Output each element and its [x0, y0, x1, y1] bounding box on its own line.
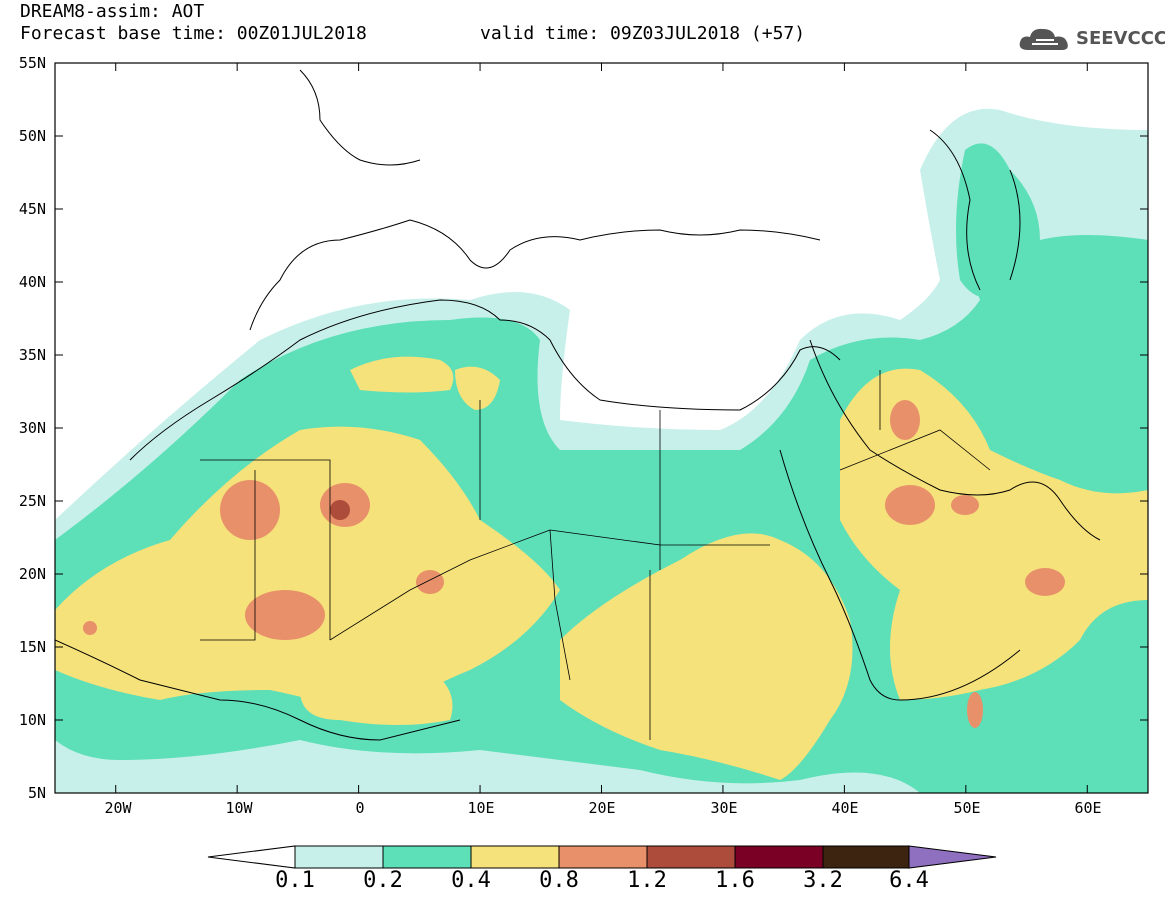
- lon-label: 10E: [467, 799, 495, 817]
- colorbar-bin-1.2: [646, 845, 736, 869]
- map-title: DREAM8-assim: AOT: [20, 1, 205, 22]
- logo-text: SEEVCCC: [1076, 28, 1165, 49]
- lat-label: 15N: [18, 638, 46, 656]
- colorbar-label: 1.6: [715, 868, 755, 893]
- colorbar-bin-1.6: [734, 845, 824, 869]
- aot-field: [55, 69, 1148, 793]
- forecast-base-time: Forecast base time: 00Z01JUL2018: [20, 23, 367, 44]
- lon-label: 30E: [710, 799, 738, 817]
- aot-contour-0.4-sudan: [560, 533, 853, 780]
- aot-contour-0.4-niger: [300, 667, 453, 725]
- colorbar-low-arrow: [207, 845, 296, 869]
- colorbar-bin-3.2: [822, 845, 910, 869]
- aot-contour-0.8-h: [967, 692, 983, 728]
- lat-label: 45N: [18, 200, 46, 218]
- aot-contour-0.8-a: [220, 480, 280, 540]
- colorbar-label: 1.2: [627, 868, 667, 893]
- aot-contour-0.8-c: [245, 590, 325, 640]
- aot-contour-0.4-tunisia: [455, 366, 500, 410]
- colorbar-label: 0.1: [275, 868, 315, 893]
- lon-label: 20E: [588, 799, 616, 817]
- borders: [200, 370, 991, 740]
- axis-ticks: [55, 62, 1148, 794]
- aot-contour-caspian: [956, 143, 1020, 298]
- aot-contour-0.8-e: [885, 485, 935, 525]
- lat-label: 5N: [27, 784, 46, 802]
- colorbar-bin-0.4: [470, 845, 560, 869]
- aot-contour-0.8-i: [83, 621, 97, 635]
- colorbar: [207, 845, 997, 869]
- aot-contour-0.4-arabia: [840, 368, 1148, 700]
- valid-time: valid time: 09Z03JUL2018 (+57): [480, 23, 806, 44]
- aot-contour-0.8-d: [416, 570, 444, 594]
- colorbar-label: 0.2: [363, 868, 403, 893]
- lon-label: 0: [355, 799, 365, 817]
- colorbar-bin-0.8: [558, 845, 648, 869]
- colorbar-bin-0.1: [294, 845, 384, 869]
- aot-contour-0.4-west: [55, 426, 560, 720]
- lat-label: 25N: [18, 492, 46, 510]
- cloud-icon: [1019, 28, 1068, 50]
- lat-label: 55N: [18, 54, 46, 72]
- seevccc-logo: SEEVCCC: [1018, 24, 1165, 54]
- lon-label: 10W: [225, 799, 253, 817]
- lon-label: 50E: [953, 799, 981, 817]
- colorbar-label: 0.4: [451, 868, 491, 893]
- lat-label: 20N: [18, 565, 46, 583]
- aot-contour-0.8-g: [1025, 568, 1065, 596]
- lat-label: 50N: [18, 127, 46, 145]
- colorbar-bin-0.2: [382, 845, 472, 869]
- colorbar-high-arrow: [908, 845, 997, 869]
- aot-contour-0.4-north: [350, 356, 454, 393]
- colorbar-label: 6.4: [889, 868, 929, 893]
- lat-label: 40N: [18, 273, 46, 291]
- colorbar-label: 3.2: [803, 868, 843, 893]
- lat-label: 10N: [18, 711, 46, 729]
- lon-label: 40E: [831, 799, 859, 817]
- lon-label: 20W: [104, 799, 132, 817]
- lon-label: 60E: [1074, 799, 1102, 817]
- aot-contour-1.2: [330, 500, 350, 520]
- lat-label: 30N: [18, 419, 46, 437]
- colorbar-label: 0.8: [539, 868, 579, 893]
- lat-label: 35N: [18, 346, 46, 364]
- aot-contour-0.8-f: [890, 400, 920, 440]
- aot-contour-0.8-j: [951, 495, 979, 515]
- coastlines: [55, 69, 1101, 741]
